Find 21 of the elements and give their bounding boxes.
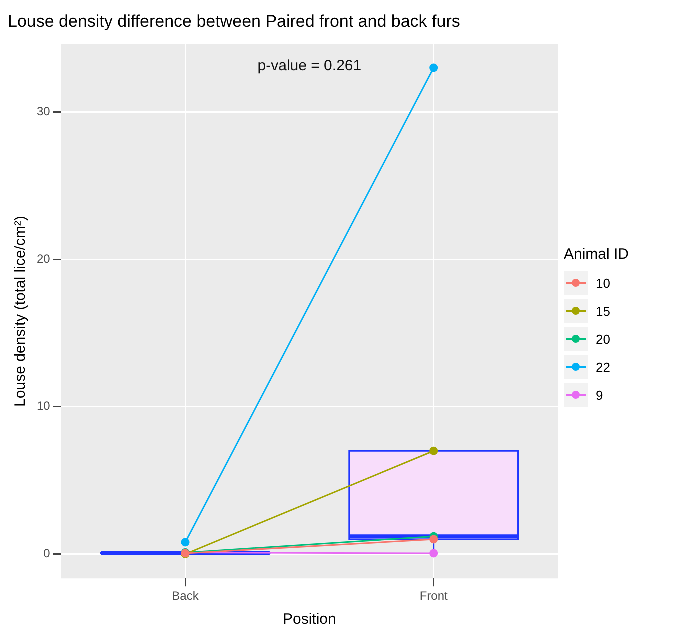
chart-title: Louse density difference between Paired front and back furs <box>8 12 460 31</box>
legend-label: 22 <box>596 360 610 374</box>
y-axis-title: Louse density (total lice/cm²) <box>12 216 30 407</box>
point <box>181 538 190 547</box>
point <box>430 446 438 456</box>
point <box>430 549 438 558</box>
annotation: p-value = 0.261 <box>258 58 362 75</box>
y-tick-label: 30 <box>36 104 51 118</box>
x-tick-label: Back <box>172 589 200 604</box>
legend-label: 15 <box>596 304 610 318</box>
x-tick-label: Front <box>420 589 449 604</box>
x-axis-title: Position <box>282 611 336 628</box>
y-tick-label: 0 <box>44 546 51 561</box>
legend-label: 10 <box>596 276 610 290</box>
y-tick-label: 10 <box>36 399 51 414</box>
legend-label: 9 <box>596 388 604 402</box>
y-tick-label: 20 <box>36 252 51 266</box>
point <box>430 535 438 544</box>
legend-title: Animal ID <box>564 246 630 263</box>
legend-label: 20 <box>596 332 610 346</box>
point <box>430 64 438 72</box>
